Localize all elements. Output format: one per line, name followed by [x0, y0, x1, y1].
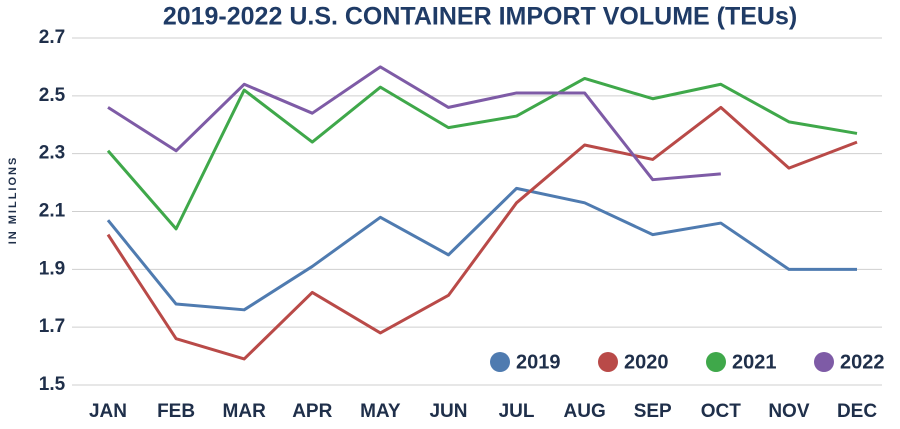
x-tick-label: NOV [768, 401, 810, 422]
y-tick-label: 1.5 [39, 374, 66, 395]
x-tick-label: AUG [564, 401, 606, 422]
legend-marker [490, 352, 510, 372]
x-tick-label: SEP [634, 401, 672, 422]
x-tick-label: JAN [89, 401, 127, 422]
y-tick-label: 2.3 [39, 143, 65, 164]
legend-marker [814, 352, 834, 372]
y-tick-label: 1.7 [39, 316, 65, 337]
legend-label: 2022 [840, 351, 885, 373]
legend-label: 2020 [624, 351, 669, 373]
x-tick-label: JUN [429, 401, 467, 422]
x-tick-label: DEC [837, 401, 877, 422]
y-tick-label: 2.1 [39, 201, 66, 222]
x-tick-label: JUL [499, 401, 535, 422]
chart-title: 2019-2022 U.S. CONTAINER IMPORT VOLUME (… [163, 3, 797, 31]
x-tick-label: OCT [701, 401, 742, 422]
x-tick-label: MAR [223, 401, 267, 422]
x-tick-label: FEB [157, 401, 195, 422]
series-line [106, 186, 857, 312]
y-tick-label: 2.7 [39, 27, 65, 48]
legend-marker [706, 352, 726, 372]
series-line [107, 65, 721, 182]
y-axis-label: IN MILLIONS [7, 156, 19, 245]
series-line [106, 105, 858, 361]
y-tick-label: 1.9 [39, 258, 65, 279]
x-tick-label: APR [292, 401, 332, 422]
series-line [106, 76, 858, 231]
x-tick-label: MAY [360, 401, 401, 422]
legend-label: 2021 [732, 351, 777, 373]
legend-label: 2019 [516, 351, 561, 373]
y-tick-label: 2.5 [39, 85, 66, 106]
legend-marker [598, 352, 618, 372]
